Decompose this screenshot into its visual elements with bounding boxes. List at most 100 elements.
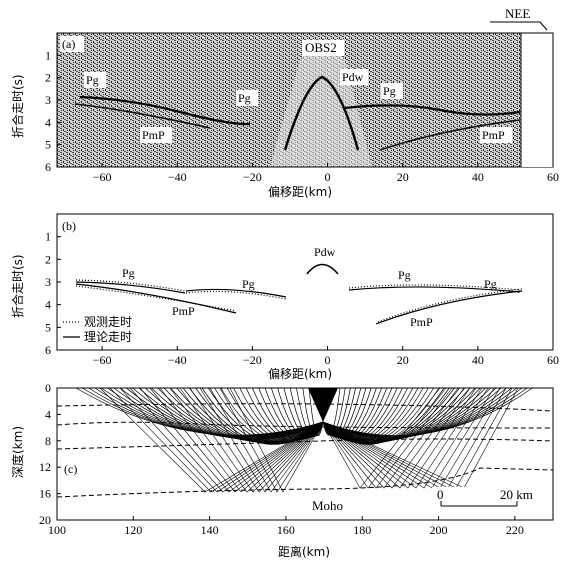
b-xtick-label: 40: [472, 353, 484, 367]
b-ytick-label: 3: [45, 275, 51, 289]
observed-curves: [75, 279, 523, 323]
b-xtick-label: −20: [243, 353, 262, 367]
panel-a-ylabel: 折合走时(s): [10, 74, 25, 138]
observed-pg-mid: [185, 290, 287, 300]
a-xtick-label: −40: [168, 170, 187, 184]
legend-observed-label: 观测走时: [84, 315, 132, 329]
a-xtick-label: 20: [397, 170, 409, 184]
ray-paths: [75, 387, 533, 493]
c-xtick-label: 200: [430, 523, 448, 537]
b-xtick-label: 20: [397, 353, 409, 367]
a-ytick-label: 3: [45, 93, 51, 107]
a-xtick-label: 60: [547, 170, 559, 184]
seismic-pmp-arrival-left: [74, 103, 211, 129]
ray-path: [109, 387, 324, 493]
c-xtick-label: 220: [506, 523, 524, 537]
panel-c-ylabel: 深度(km): [10, 426, 25, 478]
ray-path: [322, 387, 483, 489]
b-ytick-label: 4: [45, 298, 51, 312]
ray-path: [189, 387, 324, 493]
c-xtick-label: 140: [201, 523, 219, 537]
b-ytick-label: 2: [45, 252, 51, 266]
c-xtick-label: 180: [353, 523, 371, 537]
c-ytick-label: 0: [45, 381, 51, 395]
interface-3: [56, 438, 554, 450]
moho-interface: [56, 467, 554, 498]
c-ytick-label: 16: [39, 487, 51, 501]
a-ytick-label: 6: [45, 160, 51, 174]
phase-label-pg-a3: Pg: [383, 84, 396, 98]
panel-b-ylabel: 折合走时(s): [10, 254, 25, 318]
panel-c-y-axis: 0 4 8 12 16 20: [39, 381, 61, 527]
phase-label-pmp-b1: PmP: [172, 304, 195, 318]
seismic-pg-arrival-left: [79, 95, 251, 126]
theory-pg-mid: [185, 288, 287, 298]
a-xtick-label: 40: [472, 170, 484, 184]
panel-b-x-axis: −60 −40 −20 0 20 40 60: [93, 346, 559, 367]
ray-path: [119, 387, 324, 493]
theory-pg-right: [348, 286, 521, 293]
theory-pmp-left: [75, 283, 237, 314]
ray-path: [179, 387, 324, 493]
panel-a: (a) OBS2 Pg Pg Pg Pdw PmP PmP −60 −40 −20 0…: [10, 32, 559, 199]
panel-b-xlabel: 偏移距(km): [268, 366, 332, 381]
phase-label-pg-a2: Pg: [238, 91, 251, 105]
panel-c-x-axis: 100 120 140 160 180 200 220: [48, 516, 524, 537]
c-xtick-label: 160: [277, 523, 295, 537]
b-xtick-label: −60: [93, 353, 112, 367]
legend: 观测走时 理论走时: [63, 315, 132, 344]
ray-path: [302, 387, 324, 437]
a-xtick-label: −20: [243, 170, 262, 184]
c-ytick-label: 4: [45, 407, 51, 421]
ray-path: [322, 387, 477, 489]
c-ytick-label: 20: [39, 513, 51, 527]
theory-pmp-right: [375, 290, 523, 325]
panel-a-label: (a): [62, 37, 75, 51]
ray-path: [209, 387, 324, 493]
theoretical-curves: [75, 263, 523, 325]
phase-label-pmp-b2: PmP: [410, 315, 433, 329]
a-xtick-label: 0: [325, 170, 331, 184]
phase-label-pmp-a2: PmP: [482, 128, 505, 142]
c-xtick-label: 120: [124, 523, 142, 537]
phase-label-pg-b3: Pg: [398, 268, 411, 282]
a-ytick-label: 4: [45, 115, 51, 129]
c-ytick-label: 8: [45, 434, 51, 448]
seismic-pmp-arrival-right: [379, 119, 521, 151]
phase-label-pmp-a1: PmP: [142, 128, 165, 142]
phase-label-pg-b2: Pg: [242, 277, 255, 291]
a-xtick-label: −60: [93, 170, 112, 184]
velocity-interfaces: [56, 403, 554, 498]
panel-c-xlabel: 距离(km): [278, 544, 330, 559]
scale-bar-end: 20 km: [500, 487, 533, 502]
ray-path: [159, 387, 324, 493]
theory-pg-left: [75, 281, 186, 294]
moho-label: Moho: [312, 498, 343, 513]
observed-pmp-right: [377, 288, 523, 323]
panel-c: Moho (c) 0 20 km 100 120 140 160 180 200 220 0…: [10, 381, 554, 559]
b-ytick-label: 1: [45, 230, 51, 244]
interface-2: [56, 421, 554, 429]
b-xtick-label: 0: [325, 353, 331, 367]
phase-label-pg-a1: Pg: [86, 73, 99, 87]
panel-b-label: (b): [62, 219, 76, 233]
ray-path: [219, 387, 324, 493]
ray-path: [322, 387, 441, 489]
b-ytick-label: 6: [45, 343, 51, 357]
phase-label-pdw-b: Pdw: [314, 245, 336, 259]
ray-path: [169, 387, 324, 493]
ray-path: [322, 387, 459, 489]
ray-path: [99, 387, 324, 493]
b-ytick-label: 5: [45, 320, 51, 334]
ray-path: [322, 387, 465, 489]
scale-bar-zero: 0: [437, 487, 444, 502]
interface-1: [56, 403, 554, 412]
a-ytick-label: 1: [45, 48, 51, 62]
a-ytick-label: 5: [45, 138, 51, 152]
station-label: OBS2: [305, 40, 337, 55]
ray-path: [229, 387, 324, 493]
c-ytick-label: 12: [39, 460, 51, 474]
panel-a-x-axis: −60 −40 −20 0 20 40 60: [93, 163, 559, 184]
panel-b: (b) Pdw Pg Pg Pg Pg PmP PmP 观测走时: [10, 213, 559, 381]
ray-path: [199, 387, 324, 493]
